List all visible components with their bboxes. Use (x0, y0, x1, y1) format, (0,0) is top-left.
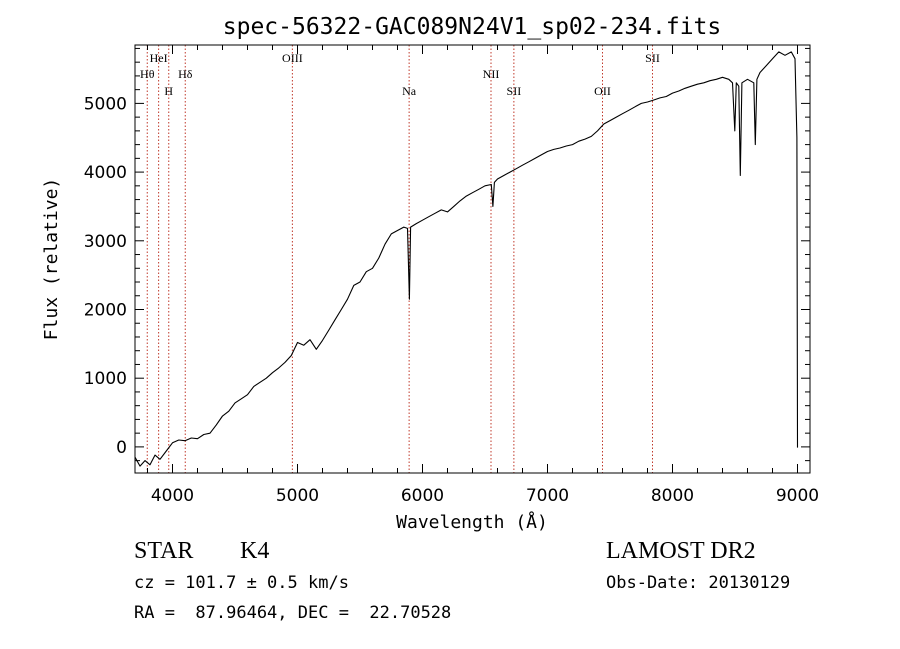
spectral-line-label: OII (594, 84, 611, 98)
survey-label: LAMOST DR2 (606, 538, 756, 564)
spectral-line-label: Hθ (140, 67, 155, 81)
spectral-line-label: OIII (282, 51, 303, 65)
y-axis-tick-label: 0 (116, 438, 127, 458)
y-axis-ticks: 0 1000 2000 3000 4000 5000 (84, 47, 810, 462)
y-axis-tick-label: 1000 (84, 369, 127, 389)
plot-area-frame (134, 44, 811, 474)
spectral-line-label: SII (507, 84, 522, 98)
x-axis-tick-label: 9000 (776, 486, 819, 506)
chart-title: spec-56322-GAC089N24V1_sp02-234.fits (223, 14, 722, 40)
object-class-label: STAR (134, 538, 194, 564)
spectral-line-label: Hδ (178, 67, 193, 81)
spectral-line-label: SII (645, 51, 660, 65)
y-axis-tick-label: 4000 (84, 163, 127, 183)
spectral-line-label: HeI (150, 51, 168, 65)
spectral-line-label: H (164, 84, 173, 98)
observation-date-text: Obs-Date: 20130129 (606, 573, 791, 593)
x-axis-tick-label: 8000 (651, 486, 694, 506)
y-axis-label: Flux (relative) (41, 178, 62, 341)
y-axis-tick-label: 5000 (84, 94, 127, 114)
x-axis-tick-label: 7000 (526, 486, 569, 506)
coordinates-text: RA = 87.96464, DEC = 22.70528 (134, 603, 452, 623)
y-axis-tick-label: 2000 (84, 300, 127, 320)
spectrum-series-line (134, 51, 799, 467)
x-axis-ticks: 4000 5000 6000 7000 8000 9000 (147, 45, 819, 506)
y-axis-tick-label: 3000 (84, 232, 127, 252)
spectral-line-label: NII (483, 67, 500, 81)
x-axis-tick-label: 4000 (151, 486, 194, 506)
object-subclass-label: K4 (240, 538, 270, 564)
x-axis-tick-label: 5000 (276, 486, 319, 506)
redshift-velocity-text: cz = 101.7 ± 0.5 km/s (134, 573, 349, 593)
spectral-line-label: Na (402, 84, 417, 98)
x-axis-tick-label: 6000 (401, 486, 444, 506)
spectral-line-markers (146, 45, 653, 473)
spectral-line-labels: Hθ HeI H Hδ OIII Na NII SII OII SII (140, 51, 660, 98)
x-axis-label: Wavelength (Å) (396, 511, 548, 533)
